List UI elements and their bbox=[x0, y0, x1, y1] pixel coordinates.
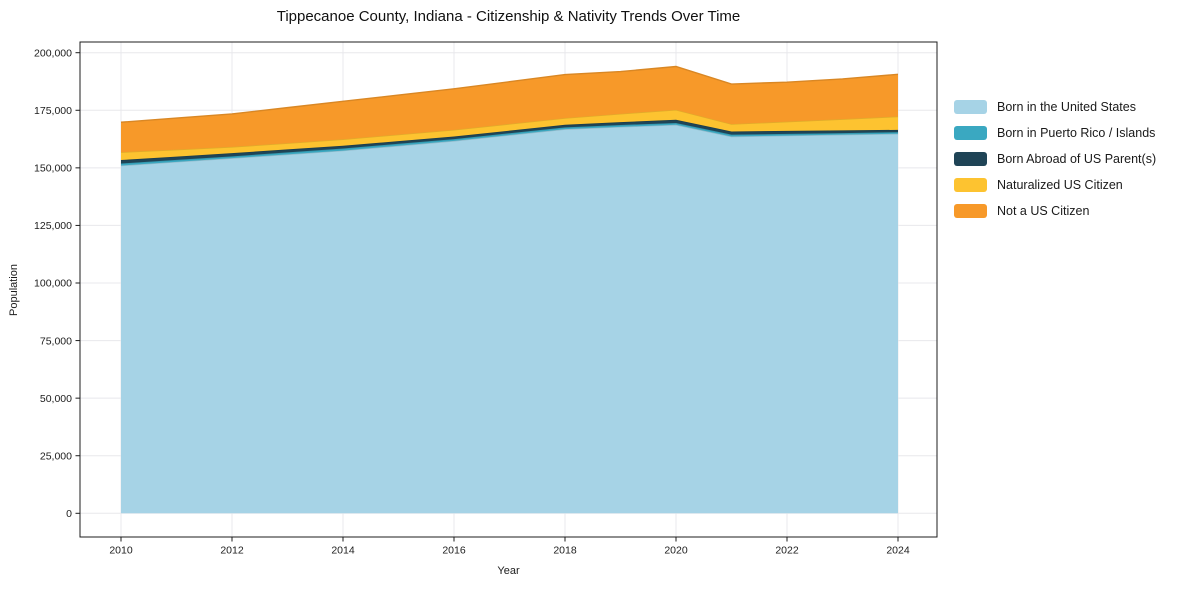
x-tick-label: 2012 bbox=[220, 545, 244, 557]
x-tick-label: 2020 bbox=[664, 545, 688, 557]
x-tick-label: 2022 bbox=[775, 545, 799, 557]
y-tick-label: 75,000 bbox=[40, 335, 72, 347]
area-edge-5 bbox=[120, 65, 899, 123]
x-tick-label: 2010 bbox=[109, 545, 133, 557]
legend-label: Naturalized US Citizen bbox=[997, 178, 1123, 192]
legend-label: Born in the United States bbox=[997, 100, 1136, 114]
legend-item: Born in Puerto Rico / Islands bbox=[954, 126, 1156, 140]
legend-item: Born Abroad of US Parent(s) bbox=[954, 152, 1156, 166]
legend-item: Not a US Citizen bbox=[954, 204, 1156, 218]
x-axis-label: Year bbox=[497, 565, 520, 577]
x-tick-label: 2018 bbox=[553, 545, 577, 557]
legend-item: Born in the United States bbox=[954, 100, 1156, 114]
chart-title: Tippecanoe County, Indiana - Citizenship… bbox=[276, 8, 741, 25]
legend-swatch-not-citizen bbox=[954, 204, 987, 218]
y-tick-label: 125,000 bbox=[34, 220, 72, 232]
y-axis-label: Population bbox=[8, 264, 20, 316]
legend-swatch-naturalized bbox=[954, 178, 987, 192]
x-tick-label: 2024 bbox=[886, 545, 910, 557]
legend-label: Born in Puerto Rico / Islands bbox=[997, 126, 1156, 140]
y-tick-label: 100,000 bbox=[34, 278, 72, 290]
y-tick-label: 200,000 bbox=[34, 47, 72, 59]
area-series-1 bbox=[121, 124, 898, 514]
x-tick-label: 2016 bbox=[442, 545, 466, 557]
legend-swatch-born-in-us bbox=[954, 100, 987, 114]
y-tick-label: 0 bbox=[66, 508, 72, 520]
legend-item: Naturalized US Citizen bbox=[954, 178, 1156, 192]
area-series-5 bbox=[121, 66, 898, 153]
legend-swatch-born-abroad bbox=[954, 152, 987, 166]
legend: Born in the United States Born in Puerto… bbox=[954, 100, 1156, 230]
area-series-4 bbox=[121, 109, 898, 161]
axes-frame bbox=[79, 41, 938, 538]
y-tick-label: 175,000 bbox=[34, 105, 72, 117]
legend-label: Not a US Citizen bbox=[997, 204, 1090, 218]
y-tick-label: 150,000 bbox=[34, 163, 72, 175]
legend-label: Born Abroad of US Parent(s) bbox=[997, 152, 1157, 166]
y-tick-label: 25,000 bbox=[40, 450, 72, 462]
x-tick-label: 2014 bbox=[331, 545, 355, 557]
legend-swatch-born-in-puerto-rico bbox=[954, 126, 987, 140]
y-tick-label: 50,000 bbox=[40, 393, 72, 405]
